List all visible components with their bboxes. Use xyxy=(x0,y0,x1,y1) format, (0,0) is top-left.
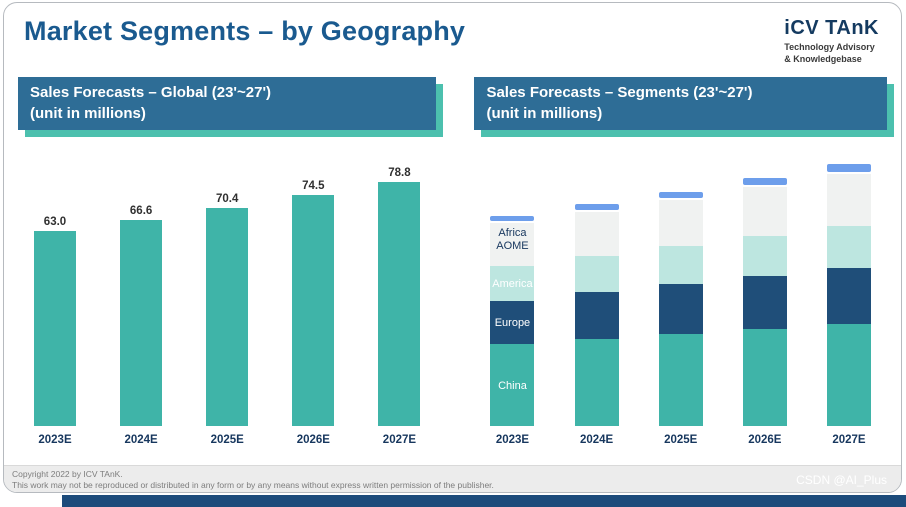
bottom-bar xyxy=(62,495,906,507)
segment-china xyxy=(574,338,619,426)
x-axis-label: 2027E xyxy=(832,434,866,446)
bar-value-label: 70.4 xyxy=(216,193,239,205)
stacked-bar-group: 2024E xyxy=(574,204,619,446)
global-chart: 63.0 2023E 66.6 2024E 70.4 2025E 74.5 2026E 78.8… xyxy=(18,130,436,446)
copyright-line1: Copyright 2022 by ICV TAnK. xyxy=(12,469,123,479)
header: Market Segments – by Geography iCV TAnK … xyxy=(4,3,901,69)
segment-europe xyxy=(574,292,619,339)
banner-global-title: Sales Forecasts – Global (23'~27') xyxy=(30,84,272,101)
x-axis-label: 2023E xyxy=(495,434,530,446)
x-axis-label: 2023E xyxy=(38,434,72,446)
bar-value-label: 63.0 xyxy=(43,216,67,228)
stacked-bar-group: 2026E xyxy=(742,178,787,446)
segment-china xyxy=(658,333,703,426)
bar-group: 63.0 2023E xyxy=(34,216,76,446)
segment-africa xyxy=(574,204,619,210)
stacked-bar xyxy=(826,163,871,426)
watermark: CSDN @AI_Plus xyxy=(796,473,887,487)
segment-name-label: China xyxy=(498,380,527,392)
page-title: Market Segments – by Geography xyxy=(24,16,466,46)
logo-name: iCV TAnK xyxy=(784,17,879,39)
segment-africa xyxy=(490,216,535,222)
segment-africa xyxy=(826,163,871,172)
x-axis-label: 2025E xyxy=(210,434,244,446)
segment-america xyxy=(658,246,703,285)
copyright-line2: This work may not be reproduced or distr… xyxy=(12,480,494,491)
segment-africa xyxy=(658,191,703,199)
bar-value-label: 78.8 xyxy=(388,167,411,179)
banner-segments-title: Sales Forecasts – Segments (23'~27') xyxy=(486,84,753,101)
panels: Sales Forecasts – Global (23'~27') (unit… xyxy=(4,69,901,446)
segments-chart: China Europe America AOME Africa 2023E 2024E 20… xyxy=(474,130,887,446)
segment-europe xyxy=(490,300,535,344)
x-axis-label: 2027E xyxy=(382,434,417,446)
segment-america xyxy=(490,266,535,301)
bar-group: 74.5 2026E xyxy=(292,180,335,446)
panel-global: Sales Forecasts – Global (23'~27') (unit… xyxy=(18,77,437,446)
segment-europe xyxy=(742,275,787,329)
bar-group: 70.4 2025E xyxy=(206,193,249,446)
stacked-bar-group: 2027E xyxy=(826,163,871,446)
logo-subtitle-line2: & Knowledgebase xyxy=(784,53,862,64)
segment-name-label: AOME xyxy=(496,240,529,252)
segment-africa xyxy=(742,178,787,185)
stacked-bar-group: 2025E xyxy=(658,191,703,446)
segment-aome xyxy=(826,173,871,227)
global-bar xyxy=(120,220,163,426)
bar-value-label: 74.5 xyxy=(302,180,325,192)
logo: iCV TAnK Technology Advisory & Knowledge… xyxy=(784,16,879,65)
slide: Market Segments – by Geography iCV TAnK … xyxy=(3,2,902,493)
segment-name-label: Africa xyxy=(498,227,527,239)
segment-name-label: America xyxy=(492,278,533,290)
segment-europe xyxy=(826,267,871,324)
x-axis-label: 2025E xyxy=(664,434,698,446)
segment-aome xyxy=(658,200,703,247)
segment-america xyxy=(826,226,871,268)
bar-value-label: 66.6 xyxy=(129,205,153,217)
stacked-bar xyxy=(658,191,703,426)
x-axis-label: 2026E xyxy=(748,434,782,446)
segment-name-label: Europe xyxy=(494,317,531,329)
stacked-bar: China Europe America AOME Africa xyxy=(490,216,535,426)
x-axis-label: 2026E xyxy=(296,434,330,446)
segment-aome xyxy=(490,223,535,267)
logo-subtitle-line1: Technology Advisory xyxy=(784,42,875,52)
bar-group: 78.8 2027E xyxy=(378,167,421,446)
bar-group: 66.6 2024E xyxy=(120,205,163,446)
banner-global: Sales Forecasts – Global (23'~27') (unit… xyxy=(18,77,437,130)
segment-china xyxy=(826,323,871,426)
banner-global-unit: (unit in millions) xyxy=(30,105,146,122)
banner-segments: Sales Forecasts – Segments (23'~27') (un… xyxy=(474,77,887,130)
segment-china xyxy=(742,328,787,426)
stacked-bar-group: China Europe America AOME Africa 2023E xyxy=(490,216,535,446)
banner-segments-unit: (unit in millions) xyxy=(486,105,603,122)
segment-america xyxy=(574,256,619,293)
stacked-bar xyxy=(574,204,619,426)
segment-aome xyxy=(574,211,619,257)
logo-subtitle: Technology Advisory & Knowledgebase xyxy=(784,42,879,65)
panel-segments: Sales Forecasts – Segments (23'~27') (un… xyxy=(474,77,887,446)
global-bar xyxy=(378,182,421,426)
footer: Copyright 2022 by ICV TAnK. This work ma… xyxy=(4,465,901,492)
global-bar xyxy=(34,231,76,426)
segment-aome xyxy=(742,186,787,237)
x-axis-label: 2024E xyxy=(124,434,158,446)
stacked-bar xyxy=(742,178,787,426)
global-bar xyxy=(206,208,249,426)
segment-america xyxy=(742,236,787,276)
x-axis-label: 2024E xyxy=(579,434,614,446)
segment-europe xyxy=(658,284,703,334)
global-bar xyxy=(292,195,335,426)
segment-china xyxy=(490,343,535,426)
